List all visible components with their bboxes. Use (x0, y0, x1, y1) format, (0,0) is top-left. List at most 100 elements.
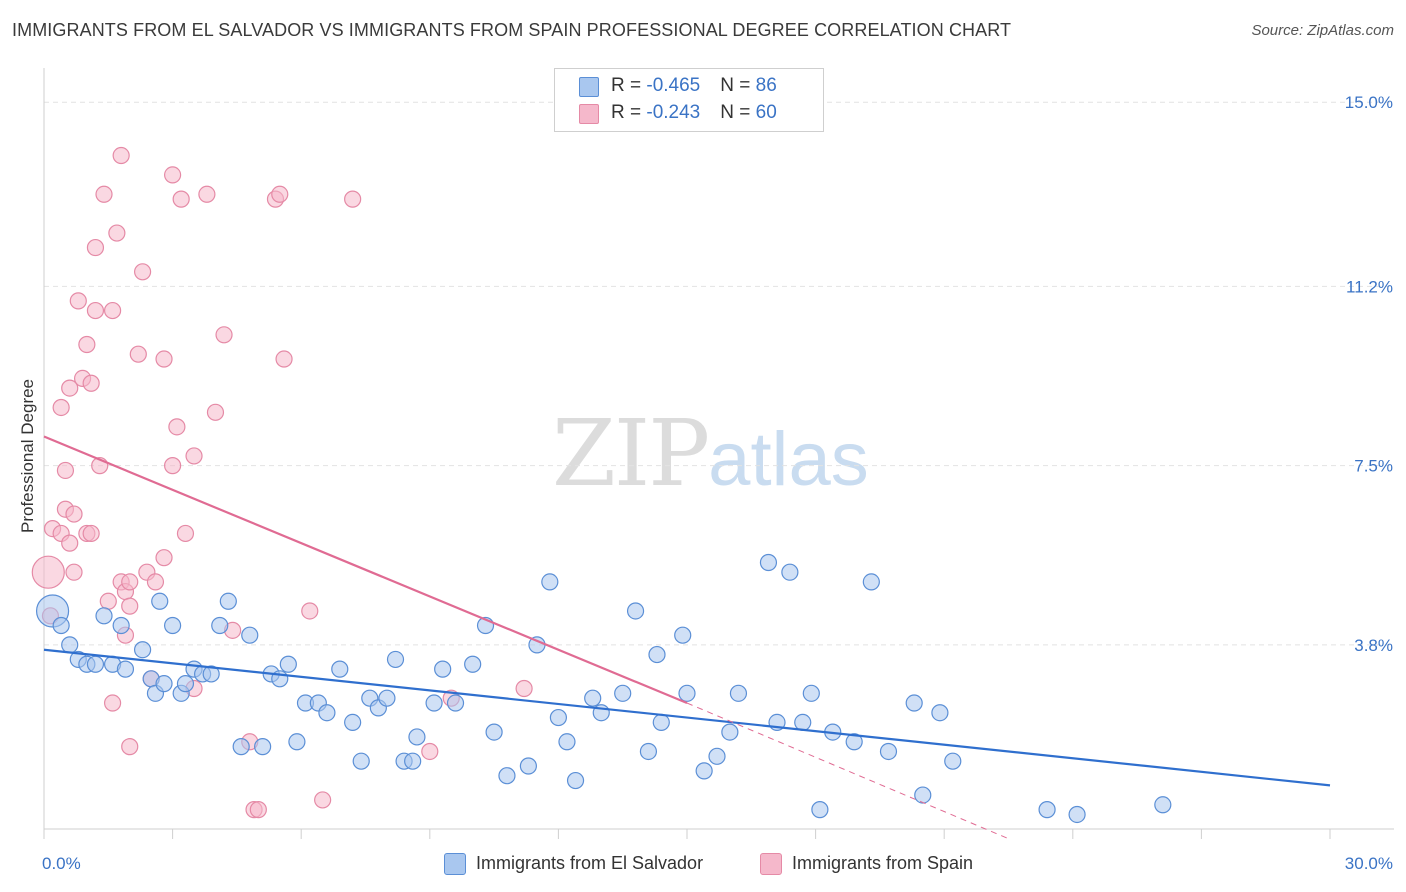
data-point-spain (95, 185, 113, 203)
data-point-el-salvador (721, 723, 739, 741)
data-point-spain (31, 555, 65, 589)
data-point-el-salvador (352, 752, 370, 770)
data-point-spain (61, 379, 79, 397)
data-point-spain (421, 742, 439, 761)
data-point-spain (206, 403, 225, 421)
data-point-spain (249, 801, 267, 819)
data-point-spain (82, 374, 100, 392)
stats-swatch-el-salvador (579, 77, 599, 97)
data-point-el-salvador (404, 752, 422, 770)
data-point-spain (121, 573, 139, 591)
data-point-spain (133, 263, 152, 281)
y-tick-label: 3.8% (1354, 636, 1393, 655)
data-point-el-salvador (811, 801, 829, 819)
trendline-spain (43, 435, 688, 705)
data-point-spain (103, 694, 122, 712)
data-point-el-salvador (164, 616, 182, 635)
data-point-spain (185, 447, 203, 465)
legend-label-el-salvador: Immigrants from El Salvador (476, 853, 704, 873)
data-point-el-salvador (344, 713, 362, 732)
data-point-el-salvador (845, 733, 863, 751)
data-point-el-salvador (498, 767, 516, 785)
legend-label-spain: Immigrants from Spain (792, 853, 974, 873)
data-point-el-salvador (485, 723, 503, 741)
data-point-el-salvador (862, 573, 880, 591)
data-point-el-salvador (695, 762, 713, 780)
stats-r-value: -0.243 (646, 102, 701, 123)
data-point-spain (86, 238, 105, 257)
y-tick-label: 15.0% (1345, 93, 1393, 112)
data-point-spain (52, 398, 70, 417)
data-point-spain (275, 350, 293, 368)
data-point-el-salvador (614, 684, 632, 702)
data-point-el-salvador (944, 752, 962, 770)
data-point-el-salvador (781, 563, 799, 581)
trendline-el-salvador (43, 648, 1331, 787)
data-point-el-salvador (519, 757, 537, 775)
data-point-spain (65, 505, 83, 523)
data-point-spain (155, 350, 173, 368)
data-point-el-salvador (879, 742, 898, 761)
data-point-spain (271, 185, 289, 203)
data-point-spain (69, 292, 87, 310)
stats-n-value: 60 (755, 102, 777, 123)
data-point-spain (301, 602, 319, 620)
data-point-el-salvador (566, 771, 585, 790)
stats-box: R = -0.465 N = 86 R = -0.243 N = 60 (554, 68, 824, 132)
data-point-el-salvador (288, 733, 306, 751)
data-point-el-salvador (211, 616, 229, 635)
data-point-el-salvador (652, 713, 670, 732)
data-point-el-salvador (318, 704, 336, 722)
data-point-spain (172, 190, 190, 208)
data-point-spain (176, 524, 195, 543)
data-point-spain (155, 549, 173, 567)
data-point-el-salvador (464, 655, 482, 673)
data-point-el-salvador (541, 573, 559, 591)
data-point-el-salvador (729, 684, 748, 702)
data-point-spain (121, 597, 139, 615)
data-point-spain (82, 524, 100, 543)
data-point-el-salvador (95, 607, 113, 625)
chart-title: IMMIGRANTS FROM EL SALVADOR VS IMMIGRANT… (12, 20, 1012, 40)
data-point-spain (515, 679, 533, 698)
data-point-el-salvador (232, 738, 250, 756)
data-point-el-salvador (151, 592, 169, 610)
data-point-spain (168, 418, 186, 436)
data-point-el-salvador (176, 675, 195, 693)
data-point-el-salvador (558, 733, 576, 751)
data-point-el-salvador (674, 626, 692, 644)
data-point-el-salvador (279, 655, 297, 673)
data-point-el-salvador (678, 684, 696, 702)
data-point-el-salvador (112, 616, 130, 635)
data-point-el-salvador (708, 747, 726, 765)
data-point-el-salvador (639, 742, 658, 761)
data-point-el-salvador (626, 602, 645, 620)
data-point-el-salvador (408, 728, 426, 746)
data-point-el-salvador (133, 641, 152, 659)
data-point-spain (129, 345, 147, 363)
data-point-spain (215, 326, 233, 344)
data-point-el-salvador (425, 694, 443, 712)
data-point-el-salvador (241, 626, 259, 644)
data-point-el-salvador (1068, 805, 1086, 824)
stats-swatch-spain (579, 104, 599, 124)
data-point-spain (146, 573, 165, 591)
data-point-el-salvador (1038, 801, 1056, 819)
watermark-zip: ZIP (552, 400, 710, 507)
data-point-el-salvador (254, 738, 272, 756)
x-tick-label: 0.0% (42, 854, 81, 873)
y-tick-label: 7.5% (1354, 457, 1393, 476)
data-point-el-salvador (549, 708, 568, 727)
data-point-spain (164, 457, 182, 475)
data-point-spain (108, 224, 126, 242)
y-tick-label: 11.2% (1346, 277, 1393, 296)
data-point-el-salvador (219, 592, 237, 610)
data-point-el-salvador (116, 660, 135, 678)
data-point-el-salvador (61, 636, 79, 654)
data-point-spain (314, 791, 332, 809)
data-point-el-salvador (648, 645, 666, 664)
data-point-el-salvador (434, 660, 452, 678)
data-point-el-salvador (794, 713, 812, 732)
stats-r-label: R = (611, 102, 647, 123)
